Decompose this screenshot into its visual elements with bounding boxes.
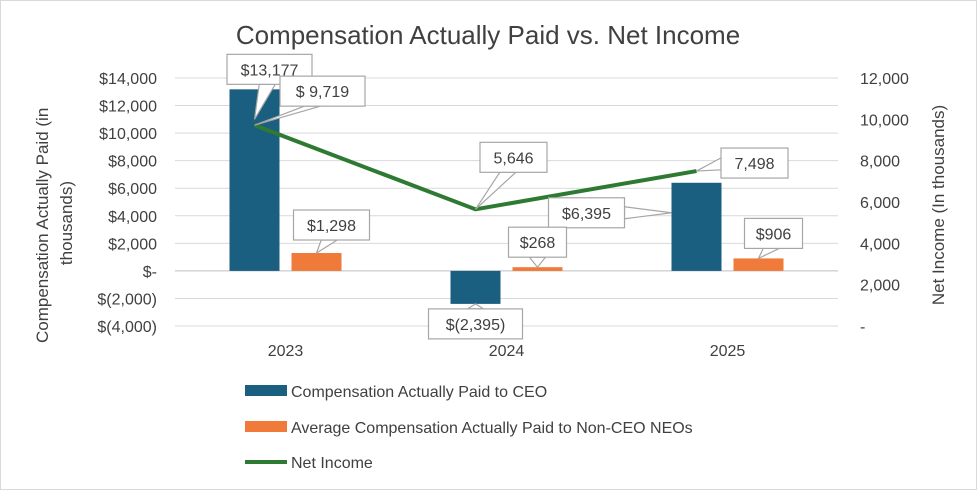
line-net-income bbox=[253, 123, 697, 212]
y2-tick-label: 4,000 bbox=[860, 236, 900, 253]
callout-pointer bbox=[528, 256, 547, 269]
callout-box bbox=[479, 141, 548, 173]
legend-label: Average Compensation Actually Paid to No… bbox=[291, 420, 693, 437]
callout-pointer bbox=[465, 303, 486, 310]
bar bbox=[450, 270, 501, 304]
data-label-text: $(2,395) bbox=[446, 317, 506, 334]
data-label: 7,498 bbox=[696, 147, 789, 179]
y-axis-left-title-line-2: thousands) bbox=[57, 181, 76, 265]
y-tick-label: $- bbox=[143, 264, 157, 281]
y2-tick-label: - bbox=[860, 319, 865, 336]
y-tick-label: $14,000 bbox=[99, 71, 157, 88]
data-label-text: $1,298 bbox=[307, 218, 356, 235]
callout-box bbox=[292, 209, 371, 241]
bar bbox=[671, 182, 722, 271]
y2-tick-label: 12,000 bbox=[860, 71, 909, 88]
data-label: $(2,395) bbox=[427, 303, 524, 340]
y2-tick-label: 2,000 bbox=[860, 278, 900, 295]
callout-box bbox=[427, 308, 524, 340]
data-label-text: $ 9,719 bbox=[296, 84, 349, 101]
x-axis-ticks: 2023 2024 2025 bbox=[268, 343, 746, 360]
bar bbox=[733, 258, 784, 271]
callout-box bbox=[547, 197, 626, 229]
line-series bbox=[253, 123, 697, 212]
y-axis-left-ticks: $14,000 $12,000 $10,000 $8,000 $6,000 $4,000 $… bbox=[97, 71, 157, 336]
x-tick-label: 2024 bbox=[489, 343, 525, 360]
y-tick-label: $10,000 bbox=[99, 126, 157, 143]
callout-box bbox=[720, 147, 789, 179]
data-label: $268 bbox=[507, 226, 568, 269]
x-tick-label: 2023 bbox=[268, 343, 304, 360]
y-tick-label: $(4,000) bbox=[97, 319, 157, 336]
legend-swatch bbox=[245, 421, 287, 432]
callout-box bbox=[507, 226, 568, 258]
bar-series bbox=[229, 89, 784, 304]
y-tick-label: $12,000 bbox=[99, 99, 157, 116]
data-label-text: $268 bbox=[520, 235, 556, 252]
y-axis-left-title: Compensation Actually Paid (in thousands… bbox=[33, 103, 76, 343]
data-label-callouts: $13,177 $(2,395) $6,395 $1,298 $268 $906 $ 9,7… bbox=[226, 53, 804, 340]
y-axis-right-title: Net Income (In thousands) bbox=[929, 105, 948, 305]
data-label-text: 5,646 bbox=[493, 150, 533, 167]
callout-pointer bbox=[623, 206, 672, 220]
y2-tick-label: 6,000 bbox=[860, 195, 900, 212]
data-label-text: $13,177 bbox=[241, 62, 299, 79]
data-label-text: $6,395 bbox=[562, 206, 611, 223]
y-tick-label: $4,000 bbox=[108, 209, 157, 226]
legend: Compensation Actually Paid to CEO Average… bbox=[245, 384, 693, 472]
data-label: 5,646 bbox=[474, 141, 548, 210]
callout-pointer bbox=[696, 156, 722, 172]
data-label-text: $906 bbox=[756, 226, 792, 243]
data-label: $1,298 bbox=[292, 209, 371, 255]
legend-label: Compensation Actually Paid to CEO bbox=[291, 384, 547, 401]
x-tick-label: 2025 bbox=[710, 343, 746, 360]
callout-box bbox=[743, 217, 804, 250]
bar bbox=[512, 267, 563, 271]
y-tick-label: $6,000 bbox=[108, 181, 157, 198]
data-label: $ 9,719 bbox=[254, 75, 366, 126]
data-label: $6,395 bbox=[547, 197, 672, 229]
legend-label: Net Income bbox=[291, 455, 373, 472]
y2-tick-label: 10,000 bbox=[860, 112, 909, 129]
bar bbox=[291, 253, 342, 271]
y-axis-left-title-line-1: Compensation Actually Paid (in bbox=[33, 108, 52, 343]
y-tick-label: $8,000 bbox=[108, 154, 157, 171]
chart-title: Compensation Actually Paid vs. Net Incom… bbox=[236, 20, 740, 50]
callout-pointer bbox=[315, 239, 340, 255]
data-label-text: 7,498 bbox=[734, 156, 774, 173]
y2-tick-label: 8,000 bbox=[860, 154, 900, 171]
y-tick-label: $2,000 bbox=[108, 236, 157, 253]
callout-box bbox=[279, 75, 366, 107]
y-tick-label: $(2,000) bbox=[97, 291, 157, 308]
y-axis-right-ticks: 12,000 10,000 8,000 6,000 4,000 2,000 - bbox=[860, 71, 909, 336]
callout-pointer bbox=[757, 247, 780, 260]
data-label: $906 bbox=[743, 217, 804, 260]
legend-swatch bbox=[245, 385, 287, 396]
